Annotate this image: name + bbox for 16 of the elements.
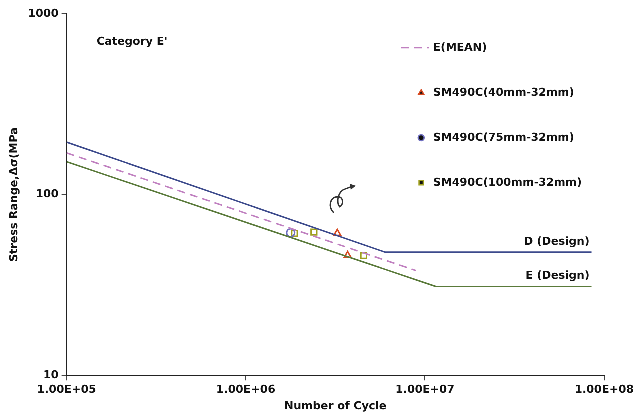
x-tick-label: 1.00E+07: [396, 383, 455, 396]
legend-label: SM490C(75mm-32mm): [433, 130, 574, 144]
x-tick-label: 1.00E+05: [37, 383, 96, 396]
y-tick-label: 100: [36, 188, 60, 201]
y-tick-label: 10: [44, 368, 60, 382]
legend-label: E(MEAN): [433, 40, 488, 54]
y-tick-label: 1000: [28, 6, 60, 20]
legend-label: SM490C(100mm-32mm): [433, 176, 582, 189]
series-label: D (Design): [524, 234, 590, 248]
series-label: E (Design): [526, 269, 590, 282]
legend-label: SM490C(40mm-32mm): [433, 86, 574, 99]
annotation: Category E': [96, 34, 168, 48]
x-tick-label: 1.00E+06: [216, 383, 276, 396]
x-axis-title: Number of Cycle: [284, 399, 387, 412]
x-tick-label: 1.00E+08: [574, 383, 634, 396]
y-axis-title: Stress Range,Δσ(MPa: [7, 128, 20, 262]
